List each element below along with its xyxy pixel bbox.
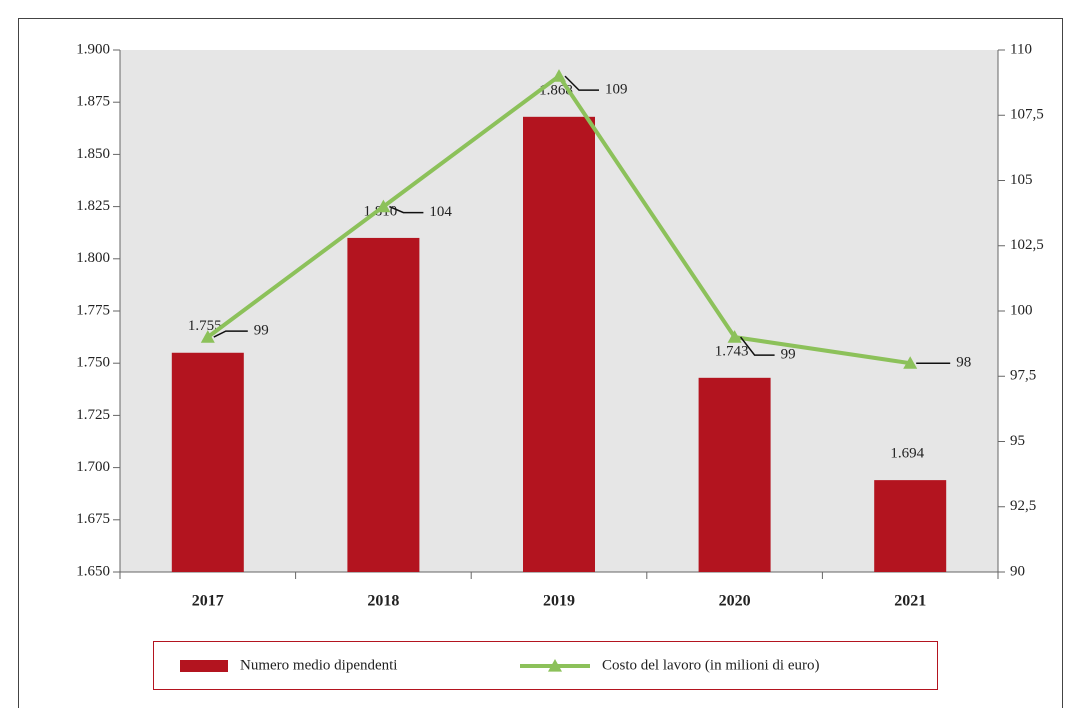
- y2-tick-label: 102,5: [1010, 237, 1044, 253]
- y-tick-label: 1.650: [76, 563, 110, 579]
- legend-marker: [548, 659, 562, 672]
- y-tick-label: 1.850: [76, 146, 110, 162]
- bar-value-label: 1.743: [715, 343, 749, 359]
- leader-line: [740, 336, 775, 356]
- x-tick-label: 2017: [192, 593, 224, 610]
- x-tick-label: 2021: [894, 593, 926, 610]
- y2-tick-label: 107,5: [1010, 107, 1044, 123]
- line-value-label: 99: [254, 323, 269, 339]
- line-value-label: 109: [605, 82, 628, 98]
- y2-tick-label: 110: [1010, 41, 1032, 57]
- y2-tick-label: 95: [1010, 433, 1025, 449]
- y-tick-label: 1.675: [76, 511, 110, 527]
- bar: [171, 352, 244, 572]
- leader-line: [564, 75, 599, 91]
- frame: [18, 18, 1063, 708]
- y-tick-label: 1.750: [76, 355, 110, 371]
- legend-label: Numero medio dipendenti: [240, 657, 397, 673]
- line-value-label: 99: [781, 347, 796, 363]
- y-tick-label: 1.900: [76, 41, 110, 57]
- bar-value-label: 1.694: [890, 446, 924, 462]
- y2-tick-label: 90: [1010, 563, 1025, 579]
- y2-tick-label: 100: [1010, 302, 1033, 318]
- x-tick-label: 2018: [367, 593, 399, 610]
- line-marker: [552, 69, 566, 82]
- bar: [698, 377, 771, 572]
- bar: [523, 116, 595, 572]
- y-tick-label: 1.875: [76, 94, 110, 110]
- bar-value-label: 1.755: [188, 318, 222, 334]
- line-value-label: 104: [429, 204, 452, 220]
- line-value-label: 98: [956, 355, 971, 371]
- line-marker: [376, 199, 391, 213]
- bar: [874, 480, 947, 572]
- x-tick-label: 2020: [719, 593, 751, 610]
- legend-swatch: [180, 660, 228, 672]
- y-tick-label: 1.725: [76, 407, 110, 423]
- line-marker: [727, 330, 742, 343]
- bar: [347, 237, 420, 573]
- x-tick-label: 2019: [543, 593, 575, 610]
- y-tick-label: 1.825: [76, 198, 110, 214]
- y2-tick-label: 97,5: [1010, 368, 1036, 384]
- legend-label: Costo del lavoro (in milioni di euro): [602, 657, 819, 673]
- y-tick-label: 1.775: [76, 302, 110, 318]
- line-marker: [200, 330, 215, 343]
- y2-tick-label: 105: [1010, 172, 1033, 188]
- leader-line: [213, 330, 248, 338]
- leader-line: [389, 205, 424, 214]
- y-tick-label: 1.800: [76, 250, 110, 266]
- line-marker: [903, 356, 918, 369]
- y2-tick-label: 92,5: [1010, 498, 1036, 514]
- y-tick-label: 1.700: [76, 459, 110, 475]
